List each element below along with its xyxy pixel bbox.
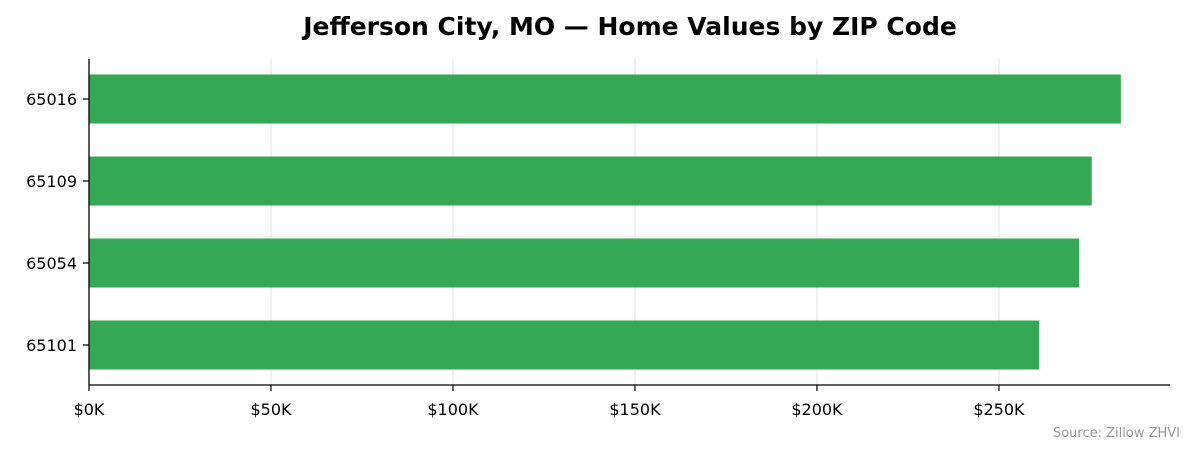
x-tick-label-2: $100K: [427, 400, 479, 419]
source-note: Source: Zillow ZHVI: [1053, 426, 1180, 441]
bars: [89, 74, 1121, 370]
x-tick-label-3: $150K: [609, 400, 661, 419]
bar-65109: [89, 156, 1092, 206]
x-tick-label-1: $50K: [250, 400, 292, 419]
x-tick-label-4: $200K: [791, 400, 843, 419]
bar-65101: [89, 320, 1039, 370]
x-tick-label-0: $0K: [74, 400, 105, 419]
y-tick-label-65109: 65109: [26, 172, 77, 191]
y-tick-label-65016: 65016: [26, 90, 77, 109]
axes: 65016 65109 65054 65101 $0K $50K $100K $150K $20…: [26, 59, 1170, 419]
x-tick-label-5: $250K: [973, 400, 1025, 419]
y-tick-label-65054: 65054: [26, 254, 77, 273]
y-tick-label-65101: 65101: [26, 336, 77, 355]
bar-65054: [89, 238, 1080, 288]
chart-title: Jefferson City, MO — Home Values by ZIP …: [301, 12, 957, 41]
bar-65016: [89, 74, 1121, 124]
